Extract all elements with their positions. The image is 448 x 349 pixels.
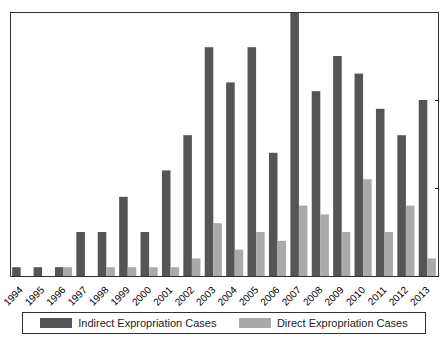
svg-text:2000: 2000 bbox=[130, 284, 154, 308]
html-text:Direct Expropriation Cases: Direct Expropriation Cases bbox=[276, 317, 408, 329]
svg-text:2013: 2013 bbox=[408, 284, 432, 308]
svg-text:2008: 2008 bbox=[301, 284, 325, 308]
html-text:Indirect Expropriation Cases: Indirect Expropriation Cases bbox=[78, 317, 217, 329]
svg-text:2001: 2001 bbox=[151, 284, 175, 308]
svg-text:2010: 2010 bbox=[344, 284, 368, 308]
svg-text:1999: 1999 bbox=[108, 284, 132, 308]
svg-text:1995: 1995 bbox=[23, 284, 47, 308]
svg-text:1996: 1996 bbox=[44, 284, 68, 308]
svg-text:2009: 2009 bbox=[322, 284, 346, 308]
svg-text:2005: 2005 bbox=[237, 284, 261, 308]
svg-text:2007: 2007 bbox=[280, 284, 304, 308]
svg-text:2003: 2003 bbox=[194, 284, 218, 308]
svg-text:2002: 2002 bbox=[173, 284, 197, 308]
svg-text:1997: 1997 bbox=[66, 284, 90, 308]
svg-text:1998: 1998 bbox=[87, 284, 111, 308]
svg-text:2011: 2011 bbox=[366, 284, 389, 307]
svg-text:2012: 2012 bbox=[387, 284, 411, 308]
svg-text:2004: 2004 bbox=[215, 284, 239, 308]
svg-text:2006: 2006 bbox=[258, 284, 282, 308]
svg-text:1994: 1994 bbox=[1, 284, 25, 308]
